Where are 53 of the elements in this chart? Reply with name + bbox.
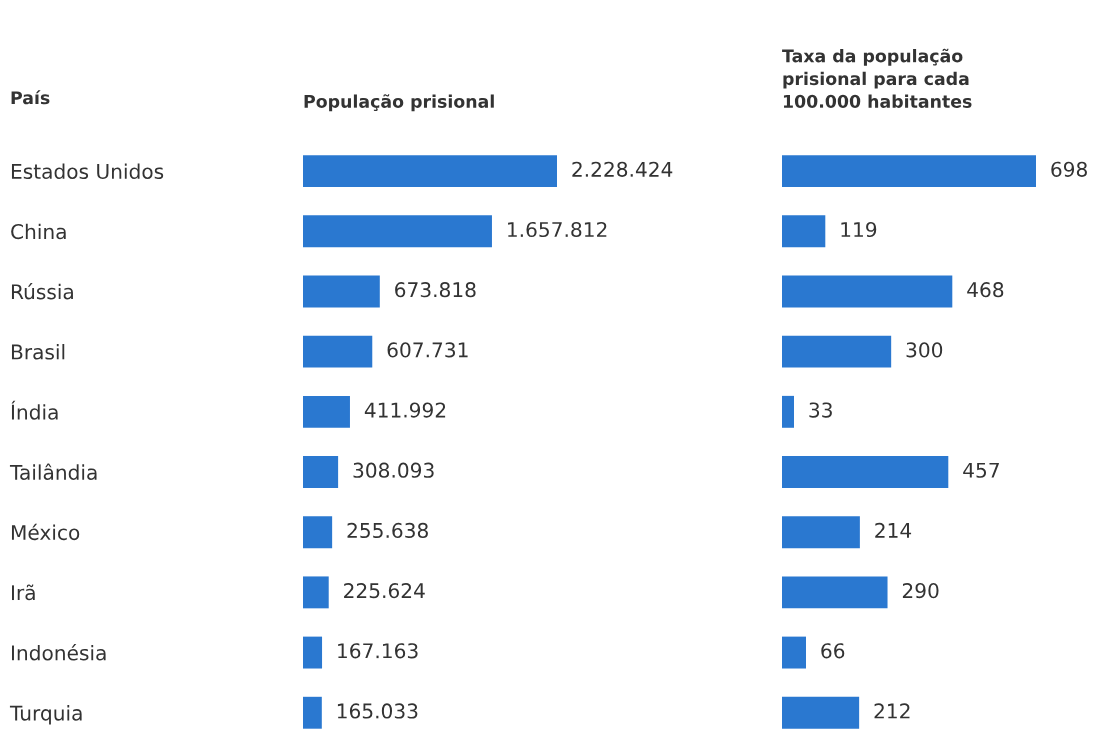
chart-title: Taxa da população prisional para cada 100.000 habitantes <box>782 48 972 108</box>
data-label: 33 <box>809 402 832 418</box>
data-label: 214 <box>875 522 912 538</box>
data-label: 167.163 <box>338 643 418 659</box>
y-tick-label: Índia <box>11 400 58 420</box>
data-label: 607.731 <box>387 342 468 358</box>
bar <box>303 335 373 368</box>
bar <box>303 636 323 669</box>
data-label: 119 <box>841 221 877 238</box>
y-tick-label: Irã <box>11 584 35 601</box>
data-label: 255.638 <box>347 522 428 539</box>
data-label: 308.093 <box>353 462 434 478</box>
bar <box>303 395 350 428</box>
bar <box>782 275 953 308</box>
y-tick-label: México <box>11 523 80 541</box>
data-label: 468 <box>967 282 1004 298</box>
bar <box>303 456 339 488</box>
y-tick-label: Estados Unidos <box>11 163 164 180</box>
data-label: 290 <box>902 582 939 599</box>
bar <box>782 215 826 248</box>
data-label: 673.818 <box>395 282 476 298</box>
data-label: 300 <box>906 342 943 358</box>
bar <box>782 456 949 488</box>
data-label: 225.624 <box>344 582 425 599</box>
bar <box>782 696 860 729</box>
data-label: 411.992 <box>364 402 446 418</box>
data-label: 457 <box>963 462 999 478</box>
data-label: 212 <box>874 703 910 719</box>
data-label: 165.033 <box>337 703 418 719</box>
y-tick-label: Rússia <box>11 283 73 300</box>
bar <box>782 516 860 549</box>
data-label: 2.228.424 <box>572 161 673 177</box>
y-tick-label: Tailândia <box>9 463 97 480</box>
bar <box>303 155 557 188</box>
data-label: 66 <box>821 643 845 659</box>
data-label: 698 <box>1051 161 1087 177</box>
bar <box>782 335 892 368</box>
bar <box>303 696 322 729</box>
y-tick-label: Turquia <box>9 705 82 725</box>
bar <box>782 155 1036 188</box>
y-tick-label: Indonésia <box>11 644 106 661</box>
data-label: 1.657.812 <box>508 221 607 238</box>
bar <box>782 636 807 669</box>
y-tick-label: China <box>11 223 66 240</box>
y-tick-label: Brasil <box>11 343 65 360</box>
bar <box>303 576 329 609</box>
bar <box>782 576 888 609</box>
bar <box>303 275 380 308</box>
bar <box>303 516 333 549</box>
y-axis-title: País <box>11 90 50 105</box>
chart-title: População prisional <box>304 94 494 112</box>
bar <box>303 215 492 248</box>
bar <box>782 395 795 428</box>
